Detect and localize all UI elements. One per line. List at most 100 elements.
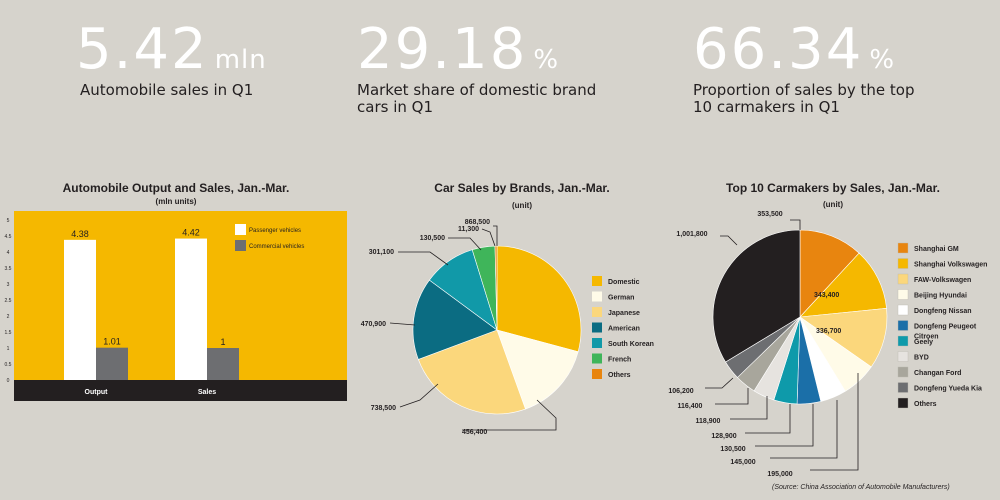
carmaker-legend-swatch: [897, 397, 909, 409]
brand-pie-leader-1: [462, 399, 557, 431]
kpi-top10-share-value: 66.34%: [693, 17, 896, 82]
carmaker-legend-swatch: [897, 304, 909, 316]
bar-value-label: 4.38: [71, 229, 89, 239]
carmaker-pie-leader-10: [720, 235, 738, 246]
brand-pie-value-label: 868,500: [465, 219, 490, 226]
carmaker-legend-swatch: [897, 335, 909, 347]
kpi-domestic-share-value: 29.18%: [357, 17, 560, 82]
legend-label: Commercial vehicles: [249, 244, 304, 250]
carmaker-pie-leader-7: [730, 396, 768, 420]
carmaker-legend-label: Changan Ford: [914, 370, 961, 377]
y-tick-label: 0.5: [5, 362, 12, 368]
brand-legend-label: Japanese: [608, 310, 640, 317]
carmaker-pie-value-label: 116,400: [678, 403, 703, 410]
brand-pie-leader-3: [389, 322, 416, 326]
carmaker-legend-label: Dongfeng Nissan: [914, 308, 972, 315]
kpi-top10-share-unit: %: [869, 45, 896, 75]
carmaker-pie-value-label: 118,900: [696, 418, 721, 425]
brand-pie-value-label: 301,100: [369, 249, 394, 256]
carmaker-pie-leader-0: [790, 219, 801, 230]
x-category-label: Sales: [198, 389, 216, 396]
bar-value-label: 4.42: [182, 228, 200, 238]
bar-sales-passenger: [175, 238, 207, 380]
carmaker-legend-swatch: [897, 258, 909, 269]
y-tick-label: 1.5: [5, 330, 12, 336]
brand-pie-leader-2: [399, 383, 439, 408]
y-tick-label: 1: [7, 346, 10, 352]
y-tick-label: 0: [7, 378, 10, 384]
carmaker-pie-value-label: 106,200: [668, 388, 693, 395]
source-note: (Source: China Association of Automobile…: [772, 484, 950, 491]
bar-value-label: 1.01: [103, 337, 121, 347]
brand-pie-title: Car Sales by Brands, Jan.-Mar.: [434, 181, 609, 195]
bar-value-label: 1: [220, 337, 225, 347]
brand-pie-subtitle: (unit): [512, 201, 532, 210]
carmaker-legend-label: Beijing Hyundai: [914, 293, 967, 300]
brand-pie-slice-0: [496, 245, 582, 353]
carmaker-legend-label: Dongfeng Peugeot: [914, 324, 977, 331]
brand-legend-swatch: [592, 369, 602, 379]
kpi-domestic-share-unit: %: [533, 45, 560, 75]
brand-legend-swatch: [592, 291, 602, 302]
legend-swatch-passenger: [235, 224, 246, 235]
brand-legend-label: South Korean: [608, 341, 654, 348]
carmaker-pie-title: Top 10 Carmakers by Sales, Jan.-Mar.: [726, 181, 940, 195]
brand-legend-swatch: [592, 338, 602, 348]
brand-legend-label: French: [608, 357, 631, 364]
carmaker-pie-leader-5: [755, 404, 814, 447]
x-category-label: Output: [85, 389, 109, 396]
carmaker-legend-swatch: [897, 366, 909, 378]
y-tick-label: 5: [7, 218, 10, 224]
brand-legend-label: German: [608, 295, 634, 302]
brand-pie-slice-3: [412, 279, 498, 360]
brand-legend-swatch: [592, 322, 602, 333]
brand-pie-value-label: 130,500: [420, 235, 445, 242]
brand-pie-value-label: 470,900: [361, 321, 386, 328]
kpi-top10-share-label: Proportion of sales by the top 10 carmak…: [693, 81, 915, 116]
carmaker-legend-label: Dongfeng Yueda Kia: [914, 386, 982, 393]
brand-legend-label: Domestic: [608, 279, 640, 286]
y-tick-label: 3: [7, 282, 10, 288]
brand-pie-value-label: 11,300: [458, 226, 479, 233]
carmaker-pie-leader-3: [810, 373, 859, 471]
y-tick-label: 2: [7, 314, 10, 320]
legend-label: Passenger vehicles: [249, 228, 301, 234]
carmaker-pie-slice-10: [712, 229, 801, 363]
brand-pie-leader-5: [448, 237, 482, 251]
carmaker-legend-label: Shanghai GM: [914, 246, 959, 253]
brand-legend-swatch: [592, 276, 602, 286]
y-tick-label: 4.5: [5, 234, 12, 240]
brand-legend-swatch: [592, 353, 602, 364]
carmaker-pie-value-label: 195,000: [767, 471, 792, 478]
y-tick-label: 4: [7, 250, 10, 256]
bar-output-commercial: [96, 347, 128, 380]
carmaker-pie-slice-1: [799, 252, 887, 318]
carmaker-pie-value-label: 1,001,800: [676, 231, 707, 238]
brand-pie-leader-6: [481, 228, 496, 247]
bar-sales-commercial: [207, 348, 239, 380]
carmaker-legend-swatch: [897, 242, 909, 254]
carmaker-pie-leader-8: [715, 388, 749, 405]
carmaker-pie-value-label: 130,500: [720, 446, 745, 453]
kpi-sales-value: 5.42 mln: [76, 17, 267, 82]
legend-swatch-commercial: [235, 240, 246, 251]
bar-chart-base: [14, 380, 347, 401]
brand-legend-label: Others: [608, 372, 631, 379]
brand-pie-value-label: 738,500: [371, 405, 396, 412]
brand-pie-slice-1: [496, 329, 579, 410]
carmaker-legend-label-cont: Citroen: [914, 334, 939, 341]
kpi-sales-unit: mln: [214, 45, 267, 75]
y-tick-label: 3.5: [5, 266, 12, 272]
kpi-sales: 5.42 mln: [76, 18, 267, 92]
kpi-domestic-share: 29.18%: [357, 18, 559, 92]
carmaker-legend-label: Geely: [914, 339, 933, 346]
carmaker-pie-leader-4: [770, 400, 838, 459]
bar-output-passenger: [64, 239, 96, 380]
brand-pie-slice-2: [417, 329, 526, 415]
brand-legend-swatch: [592, 307, 602, 317]
carmaker-legend-label: Others: [914, 401, 937, 408]
carmaker-pie-value-label: 336,700: [816, 328, 841, 335]
carmaker-legend-label: Shanghai Volkswagen: [914, 262, 987, 269]
carmaker-pie-subtitle: (unit): [823, 200, 843, 209]
